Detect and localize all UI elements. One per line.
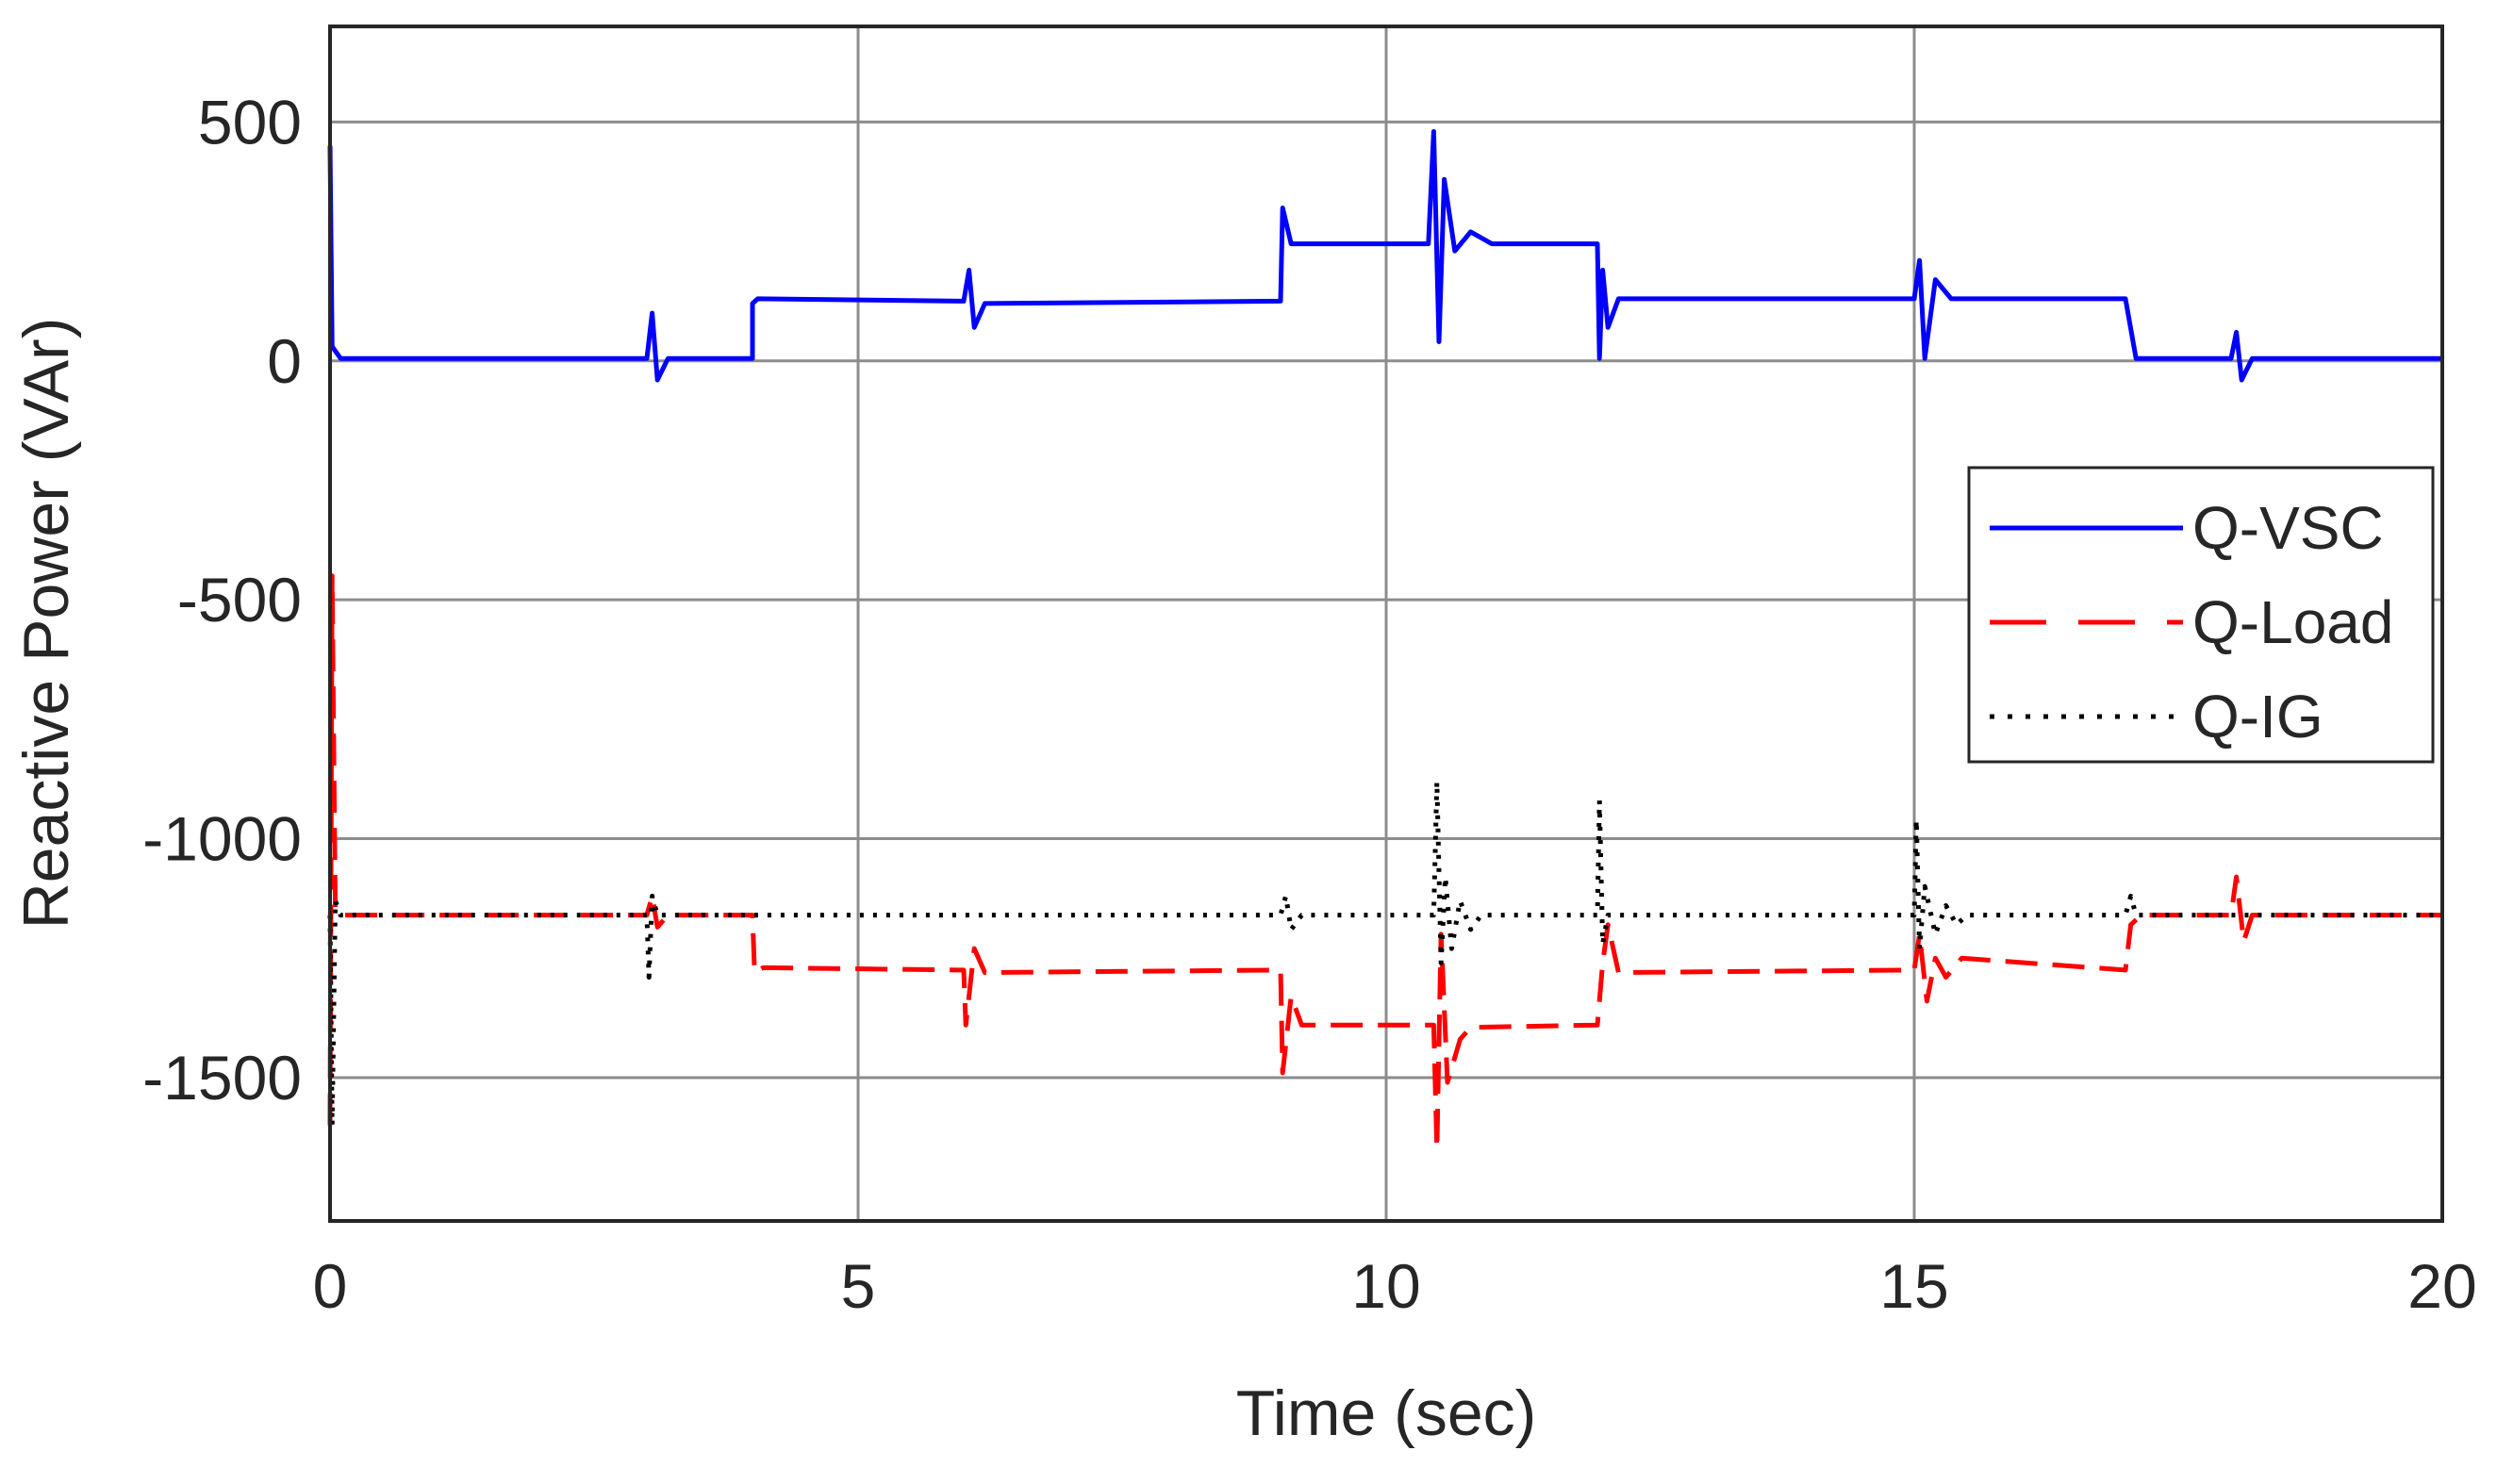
y-axis-label: Reactive Power (VAr): [10, 318, 82, 930]
series-layer: [327, 129, 2442, 1152]
x-tick-label: 10: [1351, 1251, 1420, 1321]
legend: Q-VSC Q-Load Q-IG: [1967, 466, 2435, 764]
plot-frame: [328, 25, 2444, 1223]
y-tick-label: 500: [198, 87, 302, 157]
legend-label-q-load: Q-Load: [2192, 588, 2393, 656]
x-tick-label: 5: [841, 1251, 876, 1321]
y-tick-label: 0: [267, 326, 302, 396]
y-tick-label: -1500: [142, 1043, 302, 1113]
legend-box: [1967, 466, 2435, 764]
legend-label-q-ig: Q-IG: [2192, 683, 2323, 750]
y-tick-label: -1000: [142, 804, 302, 874]
x-tick-label: 15: [1879, 1251, 1948, 1321]
series-line-q-ig: [327, 779, 2442, 1129]
x-tick-label: 20: [2407, 1251, 2476, 1321]
tick-labels: 0 5 10 15 20 500 0 -500 -1000 -1500: [142, 87, 2477, 1321]
legend-label-q-vsc: Q-VSC: [2192, 494, 2384, 562]
x-axis-label: Time (sec): [1236, 1377, 1537, 1449]
x-tick-label: 0: [313, 1251, 348, 1321]
series-line-q-vsc: [327, 129, 2442, 383]
y-tick-label: -500: [177, 565, 302, 635]
